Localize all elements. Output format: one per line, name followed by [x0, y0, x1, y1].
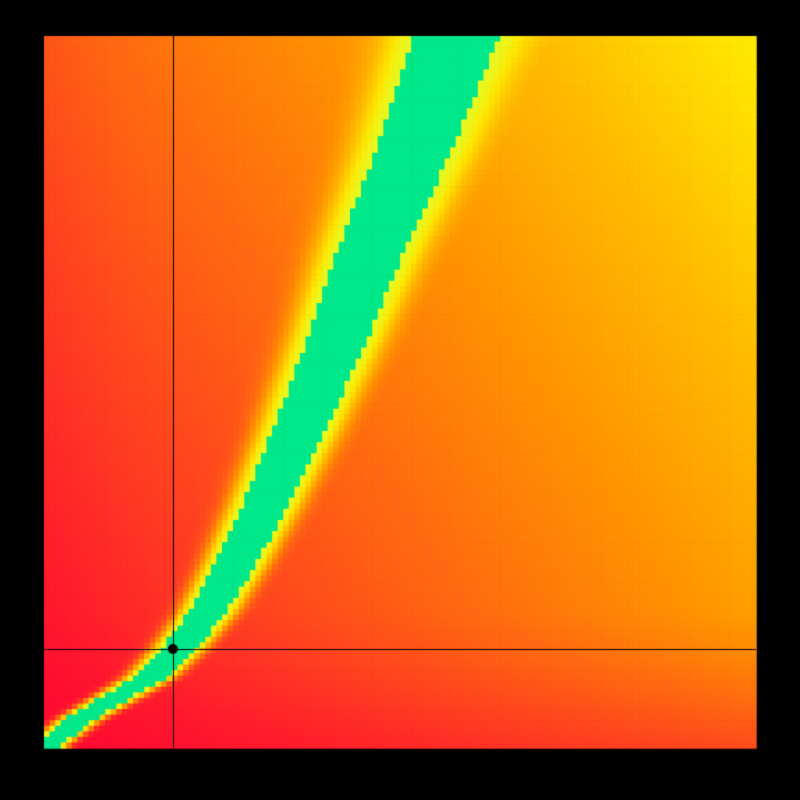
- bottleneck-heatmap: [0, 0, 800, 800]
